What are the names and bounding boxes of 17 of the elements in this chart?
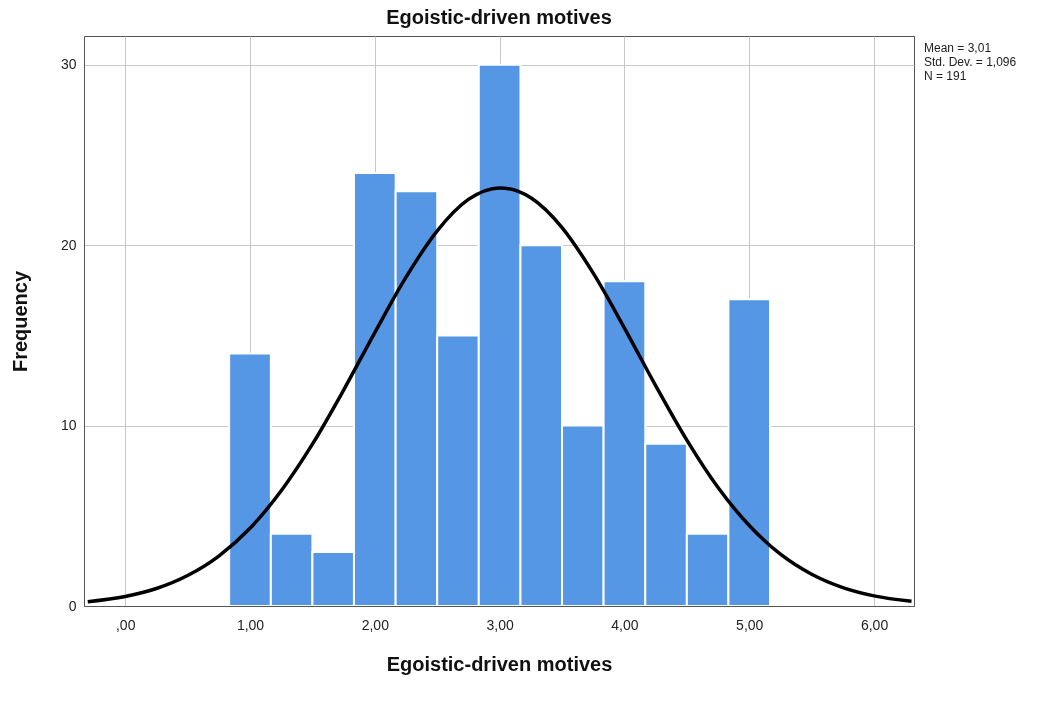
- text: Std. Dev. = 1,096: [924, 55, 1017, 69]
- x-axis-title: Egoistic-driven motives: [386, 652, 613, 675]
- chart-title: Egoistic-driven motives: [386, 6, 612, 28]
- x-tick-label: 5,00: [736, 616, 764, 633]
- text: Mean = 3,01: [924, 41, 992, 55]
- y-tick-label: 0: [68, 597, 77, 614]
- y-tick-label: 30: [60, 56, 77, 73]
- y-tick-label: 20: [60, 236, 77, 253]
- x-tick-label: 4,00: [611, 616, 639, 633]
- y-axis-title: Frequency: [8, 270, 31, 373]
- y-tick-label: 10: [60, 417, 77, 434]
- x-tick-label: 6,00: [860, 616, 889, 633]
- x-tick-label: 2,00: [361, 616, 390, 633]
- x-tick-label: 1,00: [236, 616, 265, 633]
- x-tick-label: ,00: [115, 616, 136, 633]
- x-tick-label: 3,00: [486, 616, 514, 633]
- text: N = 191: [924, 69, 967, 83]
